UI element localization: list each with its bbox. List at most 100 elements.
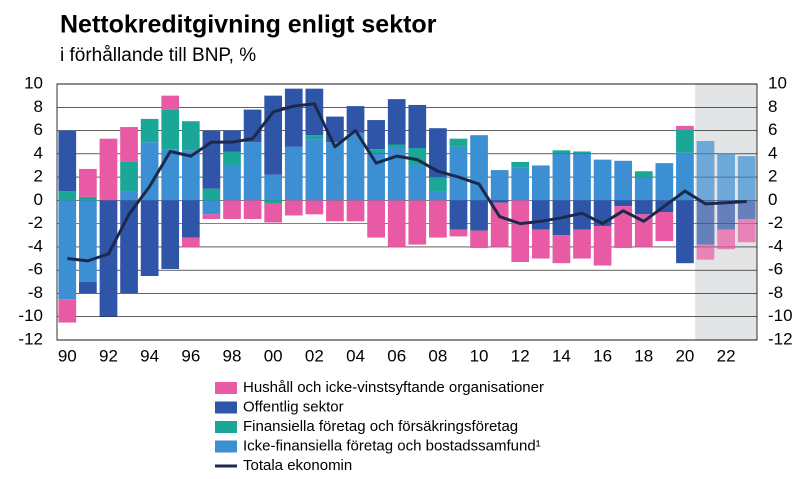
bar-segment	[449, 138, 468, 147]
bar-segment	[181, 121, 200, 151]
bar-segment	[264, 95, 283, 175]
bar-segment	[634, 214, 653, 247]
bar-segment	[326, 116, 344, 143]
bar-segment	[243, 142, 262, 201]
bar-segment	[202, 200, 221, 215]
x-tick-label: 90	[58, 346, 77, 365]
bar-segment	[284, 200, 303, 216]
bar-segment	[717, 200, 735, 230]
x-tick-label: 08	[428, 346, 447, 365]
bar-segment	[79, 196, 97, 201]
bar-segment	[408, 165, 427, 201]
bar-segment	[490, 200, 509, 203]
bar-segment	[264, 203, 283, 223]
x-tick-label: 96	[181, 346, 200, 365]
bar-segment	[490, 202, 509, 247]
bar-segment	[120, 127, 138, 162]
bar-segment	[552, 235, 571, 264]
y2-tick-label: -6	[768, 260, 783, 279]
y2-tick-label: -2	[768, 213, 783, 232]
bar-segment	[99, 200, 118, 317]
x-tick-label: 04	[346, 346, 365, 365]
bar-segment	[305, 200, 324, 215]
y-tick-label: -12	[18, 329, 43, 348]
bar-segment	[202, 214, 221, 219]
y-tick-label: -8	[28, 283, 43, 302]
bar-segment	[305, 135, 324, 140]
y-tick-label: 4	[34, 143, 43, 162]
bar-segment	[717, 229, 735, 250]
bar-segment	[140, 142, 159, 201]
x-tick-label: 10	[470, 346, 489, 365]
x-tick-label: 92	[99, 346, 118, 365]
bar-segment	[387, 148, 406, 201]
bar-segment	[79, 200, 97, 282]
x-tick-label: 06	[387, 346, 406, 365]
y-tick-label: 0	[34, 190, 43, 209]
bar-segment	[634, 200, 653, 215]
y-tick-label: 8	[34, 97, 43, 116]
bar-segment	[284, 88, 303, 147]
bar-segment	[99, 138, 118, 201]
bar-segment	[284, 146, 303, 201]
bar-segment	[202, 130, 221, 189]
x-tick-label: 14	[552, 346, 571, 365]
bar-segment	[346, 132, 365, 201]
bar-segment	[511, 167, 530, 201]
bar-segment	[573, 151, 591, 154]
bar-segment	[367, 120, 385, 150]
bar-segment	[408, 200, 427, 245]
legend-label: Offentlig sektor	[243, 398, 344, 415]
y-tick-label: -4	[28, 236, 43, 255]
y2-tick-label: -8	[768, 283, 783, 302]
bar-segment	[531, 229, 550, 259]
bar-segment	[655, 163, 674, 201]
bar-segment	[449, 229, 468, 237]
bar-segment	[449, 200, 468, 230]
bar-segment	[79, 168, 97, 197]
bar-segment	[696, 244, 715, 260]
bar-segment	[140, 200, 159, 276]
bar-segment	[470, 135, 488, 201]
bar-segment	[120, 161, 138, 192]
bar-segment	[223, 200, 241, 219]
legend-swatch	[215, 382, 237, 394]
bar-segment	[264, 200, 283, 204]
bar-segment	[367, 153, 385, 201]
bar-segment	[223, 151, 241, 166]
y2-tick-label: 10	[768, 73, 787, 92]
x-tick-label: 18	[634, 346, 653, 365]
bar-segment	[367, 149, 385, 154]
bar-segment	[243, 200, 262, 219]
x-tick-label: 02	[305, 346, 324, 365]
y2-tick-label: -12	[768, 329, 793, 348]
bar-segment	[449, 146, 468, 201]
bar-segment	[181, 237, 200, 247]
bar-segment	[58, 191, 77, 201]
bar-segment	[552, 153, 571, 201]
bar-segment	[120, 191, 138, 201]
bar-segment	[346, 200, 365, 222]
bar-segment	[346, 106, 365, 133]
bar-segment	[511, 161, 530, 168]
chart-title: Nettokreditgivning enligt sektor	[60, 11, 437, 39]
bar-segment	[573, 229, 591, 259]
x-tick-label: 22	[717, 346, 736, 365]
bar-segment	[387, 99, 406, 145]
x-tick-label: 98	[223, 346, 242, 365]
bar-segment	[470, 200, 488, 231]
bar-segment	[614, 206, 633, 249]
y-tick-label: -2	[28, 213, 43, 232]
bar-segment	[573, 153, 591, 201]
bar-segment	[696, 200, 715, 245]
bar-segment	[717, 153, 735, 201]
bar-segment	[223, 165, 241, 201]
bar-segment	[58, 130, 77, 192]
bar-segment	[387, 144, 406, 148]
bar-segment	[58, 299, 77, 323]
legend-swatch	[215, 401, 237, 414]
total-line	[67, 102, 747, 263]
bar-segment	[470, 230, 488, 249]
legend-label: Finansiella företag och försäkringsföret…	[243, 418, 518, 435]
